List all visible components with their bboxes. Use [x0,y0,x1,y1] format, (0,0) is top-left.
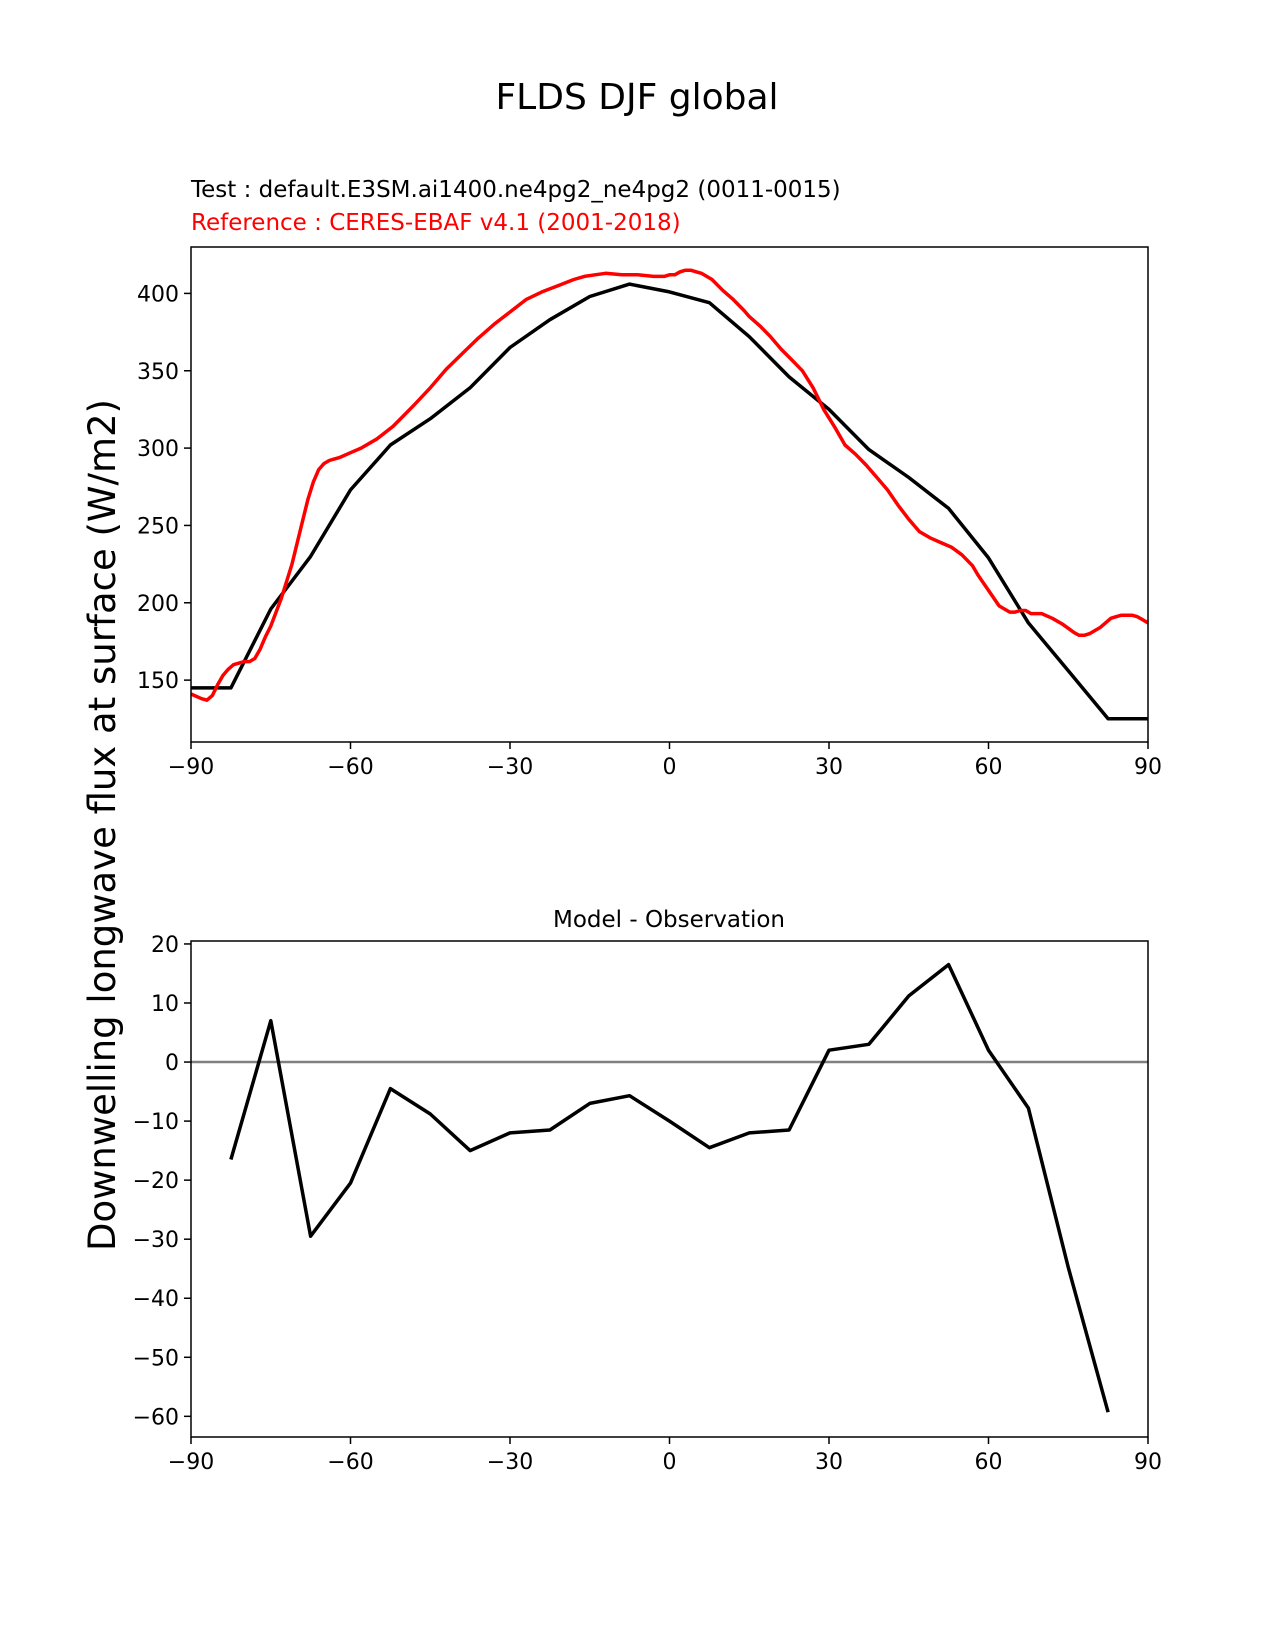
figure-suptitle: FLDS DJF global [495,77,778,118]
diff-x-tick-label: 30 [815,1450,843,1475]
top-reference-line [190,268,1149,702]
top-y-tick-label: 300 [137,437,179,462]
figure-ylabel: Downwelling longwave flux at surface (W/… [81,399,124,1251]
diff-y-tick-label: −60 [133,1405,179,1430]
diff-title: Model - Observation [553,907,785,933]
diff-x-tick-label: 90 [1134,1450,1162,1475]
top-x-tick-label: 60 [975,755,1003,780]
top-test-line [191,282,1148,721]
top-y-tick-label: 200 [137,592,179,617]
top-axes-frame [190,246,1149,743]
diff-y-tick-label: 0 [165,1051,179,1076]
top-x-tick-label: −30 [487,755,533,780]
top-y-tick-label: 150 [137,669,179,694]
top-x-tick-label: 90 [1134,755,1162,780]
diff-x-tick-label: −90 [168,1450,214,1475]
bottom-plot-area: −90 −60 −30 0 30 60 90 −60 −50 −40 −30 −20 −10 0 10 20 [133,933,1162,1475]
bottom-panel: Model - Observation −90 −60 −30 0 30 60 90−60−… [133,907,1162,1475]
diff-series-line [229,962,1110,1413]
top-x-tick-label: 30 [815,755,843,780]
diff-x-tick-label: −30 [487,1450,533,1475]
top-x-tick-label: −60 [327,755,373,780]
diff-x-tick-label: 0 [663,1450,677,1475]
diff-y-tick-label: −30 [133,1228,179,1253]
diff-y-tick-label: −40 [133,1287,179,1312]
top-y-tick-label: 350 [137,360,179,385]
test-label: Test : default.E3SM.ai1400.ne4pg2_ne4pg2… [190,177,841,203]
diff-y-tick-label: 20 [151,933,179,958]
top-panel: Test : default.E3SM.ai1400.ne4pg2_ne4pg2… [137,177,1162,780]
diff-y-tick-label: −10 [133,1110,179,1135]
diff-axes-frame [190,940,1149,1438]
diff-x-tick-label: 60 [975,1450,1003,1475]
top-y-tick-label: 250 [137,514,179,539]
top-x-tick-label: 0 [663,755,677,780]
top-y-tick-label: 400 [137,282,179,307]
diff-y-tick-label: 10 [151,992,179,1017]
diff-x-tick-label: −60 [327,1450,373,1475]
top-plot-area: −90 −60 −30 0 30 60 90 150 200 250 300 350 400 [137,246,1162,780]
top-x-tick-label: −90 [168,755,214,780]
reference-label: Reference : CERES-EBAF v4.1 (2001-2018) [191,210,681,236]
diff-y-tick-label: −50 [133,1346,179,1371]
diff-y-tick-label: −20 [133,1169,179,1194]
